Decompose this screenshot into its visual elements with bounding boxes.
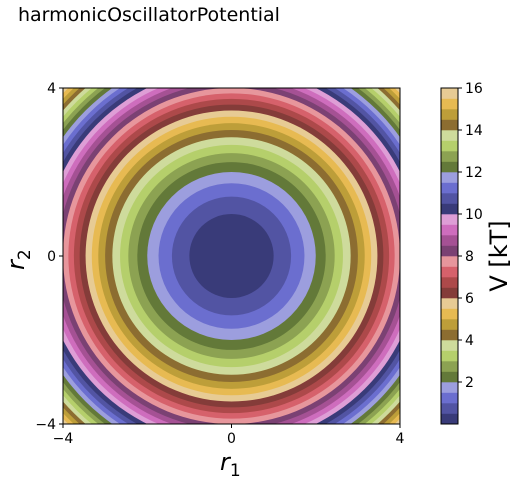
colorbar-ticks: 2 4 6 8 10 12 14 16 xyxy=(458,81,483,391)
colorbar-swatch xyxy=(441,88,458,99)
colorbar-swatch xyxy=(441,319,458,330)
colorbar-tick-label: 16 xyxy=(465,81,483,97)
x-tick-label: 4 xyxy=(396,431,405,447)
colorbar-tick-label: 10 xyxy=(465,207,483,223)
colorbar-swatch xyxy=(441,161,458,173)
colorbar-swatch xyxy=(441,382,458,393)
colorbar-swatch xyxy=(441,224,458,236)
colorbar-swatch xyxy=(441,392,458,404)
colorbar-tick-label: 12 xyxy=(465,165,483,181)
colorbar-swatch xyxy=(441,256,458,267)
x-axis-label: r1 xyxy=(220,448,241,480)
colorbar-swatch xyxy=(441,109,458,120)
plot-area xyxy=(63,88,400,424)
colorbar-swatch xyxy=(441,413,458,425)
colorbar-swatch xyxy=(441,245,458,257)
x-tick-label: −4 xyxy=(53,431,74,447)
colorbar-swatch xyxy=(441,308,458,320)
colorbar-swatch xyxy=(441,287,458,299)
colorbar-swatch xyxy=(441,371,458,383)
colorbar-swatch xyxy=(441,182,458,194)
colorbar-swatch xyxy=(441,266,458,278)
colorbar-tick-label: 6 xyxy=(465,291,474,307)
colorbar-swatch xyxy=(441,119,458,131)
contour-fill xyxy=(63,88,400,424)
x-axis-label-sub: 1 xyxy=(230,461,241,480)
colorbar-swatch xyxy=(441,361,458,372)
colorbar-swatch xyxy=(441,130,458,141)
colorbar-tick-label: 14 xyxy=(465,123,483,139)
y-axis-label-sub: 2 xyxy=(15,249,35,260)
colorbar-swatch xyxy=(441,214,458,225)
x-tick-label: 0 xyxy=(227,431,236,447)
y-tick-label: −4 xyxy=(35,417,56,433)
colorbar-swatch xyxy=(441,203,458,215)
chart-title: harmonicOscillatorPotential xyxy=(18,4,280,26)
y-tick-label: 0 xyxy=(47,249,56,265)
colorbar: 2 4 6 8 10 12 14 16 xyxy=(440,81,483,425)
colorbar-label: V [kT] xyxy=(485,220,513,291)
colorbar-swatch xyxy=(441,340,458,351)
colorbar-swatch xyxy=(441,329,458,341)
colorbar-tick-label: 8 xyxy=(465,249,474,265)
colorbar-swatch xyxy=(441,140,458,152)
y-axis: −4 0 4 xyxy=(35,81,63,433)
colorbar-swatch xyxy=(441,235,458,246)
y-tick-label: 4 xyxy=(47,81,56,97)
colorbar-swatch xyxy=(441,298,458,309)
y-axis-label-base: r xyxy=(2,258,30,270)
colorbar-swatch xyxy=(441,193,458,204)
colorbar-swatch xyxy=(441,172,458,183)
contour-band xyxy=(189,214,274,298)
x-axis-label-base: r xyxy=(220,448,232,476)
y-axis-label: r2 xyxy=(2,249,35,270)
colorbar-swatches xyxy=(441,88,458,425)
colorbar-tick-label: 4 xyxy=(465,333,474,349)
colorbar-tick-label: 2 xyxy=(465,375,474,391)
x-axis: −4 0 4 xyxy=(53,424,405,447)
colorbar-swatch xyxy=(441,403,458,414)
colorbar-swatch xyxy=(441,151,458,162)
colorbar-swatch xyxy=(441,98,458,110)
colorbar-swatch xyxy=(441,277,458,288)
colorbar-swatch xyxy=(441,350,458,362)
